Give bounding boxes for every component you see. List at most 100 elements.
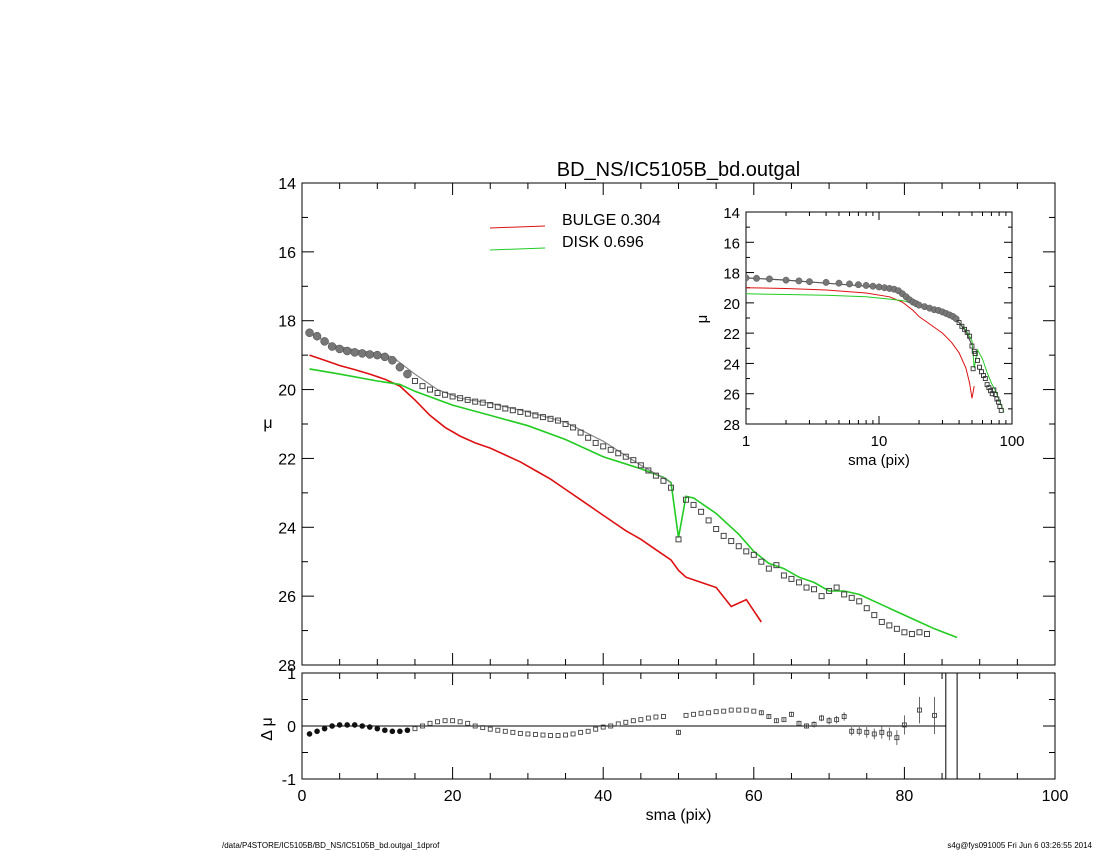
data-point [442, 391, 449, 398]
data-point [577, 429, 584, 436]
data-point [713, 526, 720, 533]
data-point [419, 383, 426, 390]
data-point [335, 344, 344, 354]
data-point [780, 572, 787, 579]
residual-point [548, 733, 553, 738]
residual-point [819, 715, 825, 721]
residual-point [487, 726, 493, 732]
data-point [562, 421, 569, 427]
inset-data-point [962, 326, 968, 332]
residual-point [653, 714, 659, 720]
inset-data-point [982, 376, 988, 382]
residual-point [804, 723, 809, 729]
data-point [403, 369, 412, 379]
residual-point [578, 729, 584, 735]
resid-y-tick-label: 1 [287, 666, 296, 683]
data-point [743, 548, 750, 555]
residual-point [871, 731, 877, 737]
residual-point [886, 731, 892, 737]
inset-y-tick-label: 18 [723, 266, 740, 283]
data-point [615, 450, 622, 457]
data-point [795, 579, 802, 586]
data-point [871, 612, 878, 619]
residual-point [766, 714, 772, 719]
data-point [524, 410, 531, 417]
data-point [539, 414, 546, 421]
data-point [630, 457, 637, 464]
inset-data-point [992, 392, 998, 397]
y-axis-label: μ [263, 415, 272, 432]
data-point [357, 349, 367, 358]
resid-y-tick-label: -1 [282, 772, 296, 789]
residual-point [894, 735, 900, 741]
inset-data-point [952, 315, 960, 323]
data-point [908, 631, 915, 638]
residual-point [796, 720, 802, 726]
data-point [698, 508, 705, 515]
data-point [479, 399, 486, 406]
x-tick-label: 0 [298, 788, 307, 805]
residual-point [773, 718, 779, 724]
data-point [667, 484, 674, 491]
inset-data-point [862, 282, 870, 289]
residual-point [329, 723, 335, 729]
y-tick-label: 26 [278, 589, 296, 606]
residual-point [420, 723, 425, 729]
residual-point [608, 723, 614, 729]
residual-point [758, 710, 764, 716]
data-point [607, 446, 614, 453]
inset-data-point [998, 407, 1004, 413]
residual-point [743, 707, 749, 713]
data-point [878, 618, 885, 625]
data-point [388, 356, 397, 365]
residual-point [374, 725, 381, 732]
data-point [555, 417, 562, 424]
y-tick-label: 28 [278, 658, 296, 675]
data-point [758, 558, 765, 565]
inset-x-label: sma (pix) [848, 452, 910, 469]
x-tick-label: 40 [594, 788, 612, 805]
residual-point [389, 728, 396, 735]
data-point [893, 625, 900, 632]
residual-point [645, 715, 651, 721]
data-point [600, 443, 607, 450]
residual-point [510, 729, 516, 735]
inset-data-point [975, 357, 980, 363]
residual-point [660, 714, 666, 719]
data-point [841, 591, 848, 598]
residual-point [728, 707, 734, 713]
data-point [320, 337, 329, 346]
data-point [848, 594, 855, 601]
residual-point [600, 724, 606, 730]
residual-point [412, 726, 418, 732]
y-tick-label: 20 [278, 383, 296, 400]
residual-point [781, 717, 787, 723]
inset-y-tick-label: 20 [723, 296, 740, 313]
legend: BULGE 0.304 DISK 0.696 [489, 212, 661, 251]
footer-right: s4g@fys091005 Fri Jun 6 03:26:55 2014 [947, 841, 1092, 850]
residual-point [427, 720, 433, 726]
data-point [811, 586, 818, 593]
data-point [434, 390, 441, 397]
inset-data-point [753, 274, 760, 282]
data-point [547, 415, 554, 422]
inset-disk-line [746, 293, 1005, 413]
residual-point [351, 722, 358, 728]
data-point [487, 402, 494, 409]
main-plot: BD_NS/IC5105B_bd.outgal μ 14 16 18 20 22 24 26 28… [263, 159, 1056, 675]
data-point [457, 395, 464, 402]
data-point [765, 565, 772, 572]
data-point [350, 348, 359, 357]
data-point [365, 350, 375, 359]
residual-point [563, 732, 568, 738]
residual-point [366, 724, 373, 730]
data-point [472, 398, 479, 405]
data-point [675, 536, 682, 543]
residual-point [879, 729, 885, 735]
resid-y-label: Δ μ [259, 717, 276, 740]
residual-point [359, 723, 366, 729]
data-point [645, 467, 652, 474]
data-point [660, 477, 667, 484]
data-point [826, 587, 833, 594]
residual-point [736, 707, 742, 713]
